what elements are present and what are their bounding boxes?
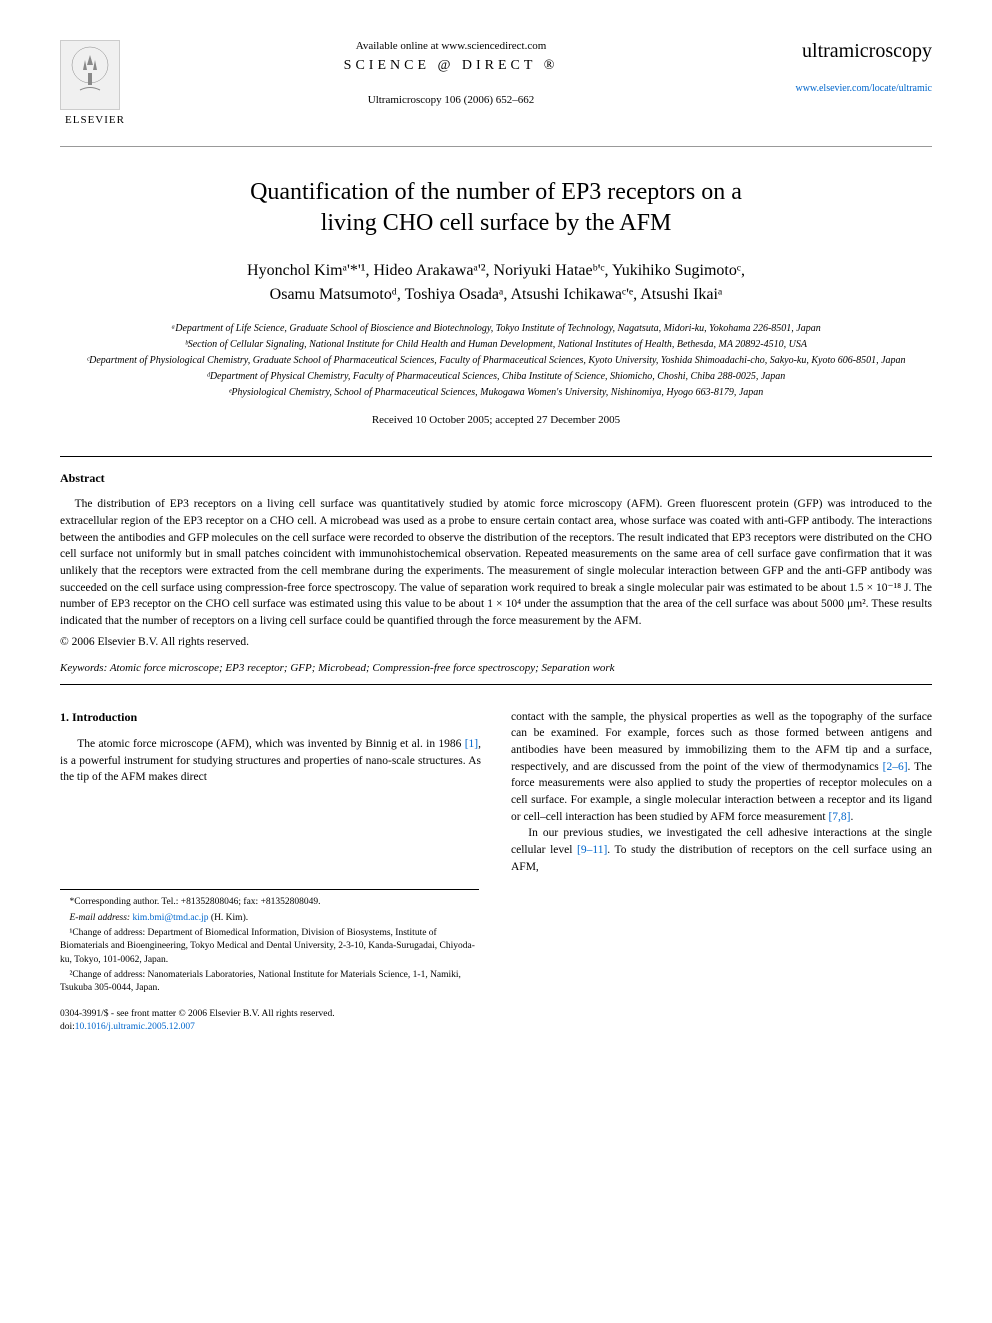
ref-link-1[interactable]: [1] [465,738,478,750]
title-line-2: living CHO cell surface by the AFM [321,210,672,236]
header-divider [60,146,932,147]
affiliation-e: ᵉPhysiological Chemistry, School of Phar… [60,385,932,400]
affiliation-c: ᶜDepartment of Physiological Chemistry, … [60,353,932,368]
ref-link-2-6[interactable]: [2–6] [883,761,908,773]
authors-line-2: Osamu Matsumotoᵈ, Toshiya Osadaᵃ, Atsush… [270,286,723,303]
front-matter-line: 0304-3991/$ - see front matter © 2006 El… [60,1008,932,1021]
elsevier-tree-icon [60,40,120,110]
abstract-label: Abstract [60,471,932,486]
intro-paragraph-1-continued: contact with the sample, the physical pr… [511,709,932,826]
sciencedirect-text-2: DIRECT [462,58,536,73]
available-online-text: Available online at www.sciencedirect.co… [150,40,752,52]
elsevier-label: ELSEVIER [60,114,130,126]
affiliation-a: ᵃDepartment of Life Science, Graduate Sc… [60,321,932,336]
sciencedirect-at-icon: @ [438,58,455,73]
affiliation-b: ᵇSection of Cellular Signaling, National… [60,337,932,352]
sciencedirect-text-1: SCIENCE [344,58,430,73]
authors-list: Hyonchol Kimᵃ'*'¹, Hideo Arakawaᵃ'², Nor… [60,259,932,307]
keywords-label: Keywords: [60,662,107,674]
title-line-1: Quantification of the number of EP3 rece… [250,179,742,205]
journal-reference: Ultramicroscopy 106 (2006) 652–662 [150,94,752,106]
intro-paragraph-2: In our previous studies, we investigated… [511,825,932,875]
abstract-text: The distribution of EP3 receptors on a l… [60,496,932,629]
abstract-body: The distribution of EP3 receptors on a l… [60,498,932,627]
ref-link-9-11[interactable]: [9–11] [577,844,607,856]
elsevier-logo-block: ELSEVIER [60,40,130,126]
affiliations: ᵃDepartment of Life Science, Graduate Sc… [60,321,932,400]
email-label: E-mail address: [70,913,133,923]
email-line: E-mail address: kim.bmi@tmd.ac.jp (H. Ki… [60,912,479,925]
journal-header: ELSEVIER Available online at www.science… [60,40,932,126]
doi-label: doi: [60,1022,75,1032]
introduction-heading: 1. Introduction [60,709,481,726]
email-suffix: (H. Kim). [209,913,249,923]
corresponding-author: *Corresponding author. Tel.: +8135280804… [60,896,479,909]
footnotes: *Corresponding author. Tel.: +8135280804… [60,889,479,995]
sciencedirect-logo: SCIENCE @ DIRECT ® [150,58,752,74]
body-columns: 1. Introduction The atomic force microsc… [60,709,932,876]
keywords-line: Keywords: Atomic force microscope; EP3 r… [60,662,932,674]
center-header: Available online at www.sciencedirect.co… [130,40,772,106]
right-column: contact with the sample, the physical pr… [511,709,932,876]
ref-link-7-8[interactable]: [7,8] [828,811,850,823]
keywords-values: Atomic force microscope; EP3 receptor; G… [107,662,614,674]
abstract-top-divider [60,456,932,457]
doi-line: doi:10.1016/j.ultramic.2005.12.007 [60,1021,932,1034]
sciencedirect-registered: ® [544,58,559,73]
intro-paragraph-1: The atomic force microscope (AFM), which… [60,736,481,786]
address-change-1: ¹Change of address: Department of Biomed… [60,927,479,967]
abstract-bottom-divider [60,684,932,685]
article-title: Quantification of the number of EP3 rece… [60,177,932,239]
left-column: 1. Introduction The atomic force microsc… [60,709,481,876]
journal-homepage-link[interactable]: www.elsevier.com/locate/ultramic [772,83,932,94]
journal-title: ultramicroscopy [772,40,932,63]
journal-title-box: ultramicroscopy www.elsevier.com/locate/… [772,40,932,94]
author-email-link[interactable]: kim.bmi@tmd.ac.jp [132,913,208,923]
affiliation-d: ᵈDepartment of Physical Chemistry, Facul… [60,369,932,384]
abstract-copyright: © 2006 Elsevier B.V. All rights reserved… [60,636,932,648]
doi-link[interactable]: 10.1016/j.ultramic.2005.12.007 [75,1022,195,1032]
address-change-2: ²Change of address: Nanomaterials Labora… [60,969,479,996]
article-dates: Received 10 October 2005; accepted 27 De… [60,414,932,426]
footer-info: 0304-3991/$ - see front matter © 2006 El… [60,1008,932,1035]
authors-line-1: Hyonchol Kimᵃ'*'¹, Hideo Arakawaᵃ'², Nor… [247,262,745,279]
